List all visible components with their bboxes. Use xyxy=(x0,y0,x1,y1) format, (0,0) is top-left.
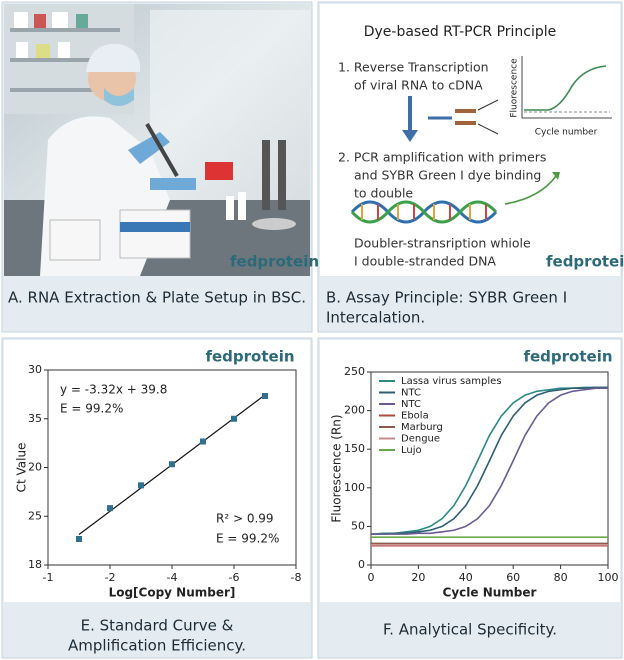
watermark: fedprotein xyxy=(523,348,612,366)
plot-frame xyxy=(370,371,609,566)
y-tick-label: 20 xyxy=(28,461,42,474)
caption: B. Assay Principle: SYBR Green I xyxy=(326,289,567,307)
inset-y-label: Fluorescence xyxy=(510,58,520,118)
x-tick-label: 40 xyxy=(459,571,473,584)
x-tick-label: -2 xyxy=(105,571,116,584)
inset-chart xyxy=(521,56,612,119)
y-tick-label: 35 xyxy=(28,412,42,425)
legend-label: Marburg xyxy=(401,422,443,433)
watermark: fedprotein xyxy=(205,348,294,366)
x-tick-label: 0 xyxy=(368,571,375,584)
point xyxy=(76,536,82,542)
y-tick-label: 150 xyxy=(344,442,365,455)
chart-bg xyxy=(320,340,620,602)
legend-label: Dengue xyxy=(401,434,440,445)
step-text: of viral RNA to cDNA xyxy=(354,78,483,93)
x-tick-label: -4 xyxy=(167,571,178,584)
x-tick-label: 100 xyxy=(598,571,619,584)
x-tick-label: 60 xyxy=(506,571,520,584)
y-tick-label: 18 xyxy=(28,558,42,571)
note-text: Doubler-stransription whiole xyxy=(354,236,531,251)
dna-helix xyxy=(350,200,498,224)
point xyxy=(200,438,206,445)
legend-label: NTC xyxy=(401,399,421,410)
y-tick-label: 25 xyxy=(28,509,42,522)
watermark: fedprotein xyxy=(230,253,319,271)
y-tick-label: 100 xyxy=(344,481,365,494)
annotation: E = 99.2% xyxy=(216,532,279,546)
inset-x-label: Cycle number xyxy=(535,128,598,138)
x-tick-label: -6 xyxy=(229,571,240,584)
chart-bg xyxy=(4,340,310,602)
y-tick-label: 50 xyxy=(351,519,365,532)
step-text: 2. PCR amplification with primers xyxy=(338,150,546,165)
legend-label: Ebola xyxy=(401,411,429,422)
x-axis-label: Cycle Number xyxy=(443,586,537,600)
legend-label: NTC xyxy=(401,388,421,399)
lab-scene xyxy=(4,4,310,276)
arrows xyxy=(402,96,560,205)
annotation: R² > 0.99 xyxy=(216,512,274,526)
series-line xyxy=(371,386,608,535)
y-tick-label: 250 xyxy=(344,365,365,378)
caption: F. Analytical Specificity. xyxy=(383,621,557,639)
y-axis-label: Ct Value xyxy=(15,443,29,493)
caption: Intercalation. xyxy=(326,309,425,327)
caption: E. Standard Curve & xyxy=(81,617,234,635)
x-tick-label: 80 xyxy=(554,571,568,584)
x-tick-label: -8 xyxy=(291,571,302,584)
point xyxy=(169,461,175,468)
point xyxy=(138,482,144,489)
step-text: and SYBR Green I dye binding xyxy=(354,168,541,183)
step-text: to double xyxy=(354,186,413,201)
y-tick-label: 0 xyxy=(358,558,365,571)
y-tick-label: 200 xyxy=(344,404,365,417)
annotation: E = 99.2% xyxy=(60,402,123,416)
caption: A. RNA Extraction & Plate Setup in BSC. xyxy=(8,289,306,307)
step-text: 1. Reverse Transcription xyxy=(338,60,489,75)
legend-label: Lassa virus samples xyxy=(401,376,502,387)
x-axis-label: Log[Copy Number] xyxy=(109,586,236,600)
caption: Amplification Efficiency. xyxy=(68,637,246,655)
point xyxy=(231,415,237,422)
y-tick-label: 30 xyxy=(28,363,42,376)
watermark: fedprotein xyxy=(546,253,624,271)
series-line xyxy=(371,387,608,535)
y-axis-label: Fluorescence (Rn) xyxy=(330,414,344,522)
note-text: I double-stranded DNA xyxy=(354,254,496,269)
diagram-bg xyxy=(320,4,620,276)
legend-label: Lujo xyxy=(401,445,422,456)
point xyxy=(107,505,113,512)
x-tick-label: -1 xyxy=(43,571,54,584)
diagram-title: Dye-based RT-PCR Principle xyxy=(364,24,557,40)
x-tick-label: 20 xyxy=(411,571,425,584)
annotation: y = -3.32x + 39.8 xyxy=(60,383,167,397)
point xyxy=(262,393,268,399)
